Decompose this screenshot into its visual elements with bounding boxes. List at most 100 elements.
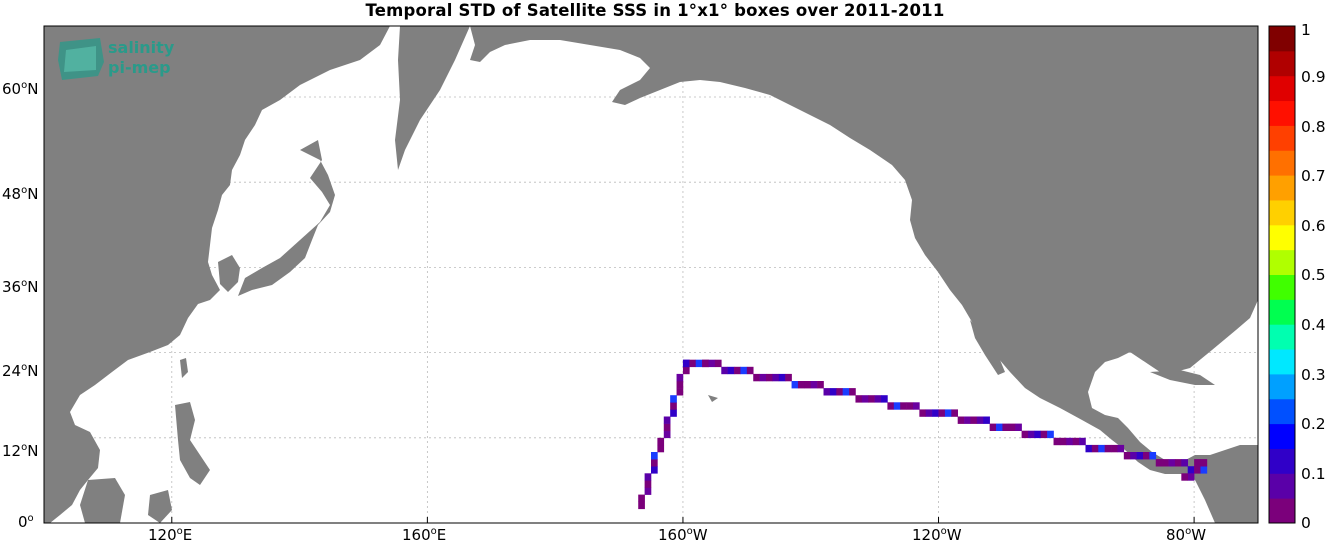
taiwan-land xyxy=(180,358,188,378)
track-box xyxy=(676,373,684,382)
track-box xyxy=(976,416,984,424)
track-box xyxy=(644,480,652,488)
track-box xyxy=(670,409,677,417)
track-box xyxy=(689,359,697,368)
celebes-land xyxy=(148,490,172,523)
track-box xyxy=(817,381,824,389)
north-america-land xyxy=(470,26,1258,523)
map-frame xyxy=(43,25,1259,524)
track-box xyxy=(714,359,722,368)
track-box xyxy=(829,388,837,396)
colorbar-segment xyxy=(1269,299,1295,325)
track-box xyxy=(1130,452,1137,460)
track-box xyxy=(868,395,875,403)
track-box xyxy=(644,473,652,481)
colorbar-segment xyxy=(1269,199,1295,226)
track-box xyxy=(734,366,741,375)
track-box xyxy=(964,416,971,424)
lon-label-4: 80oW xyxy=(1166,526,1206,544)
track-box xyxy=(944,409,952,417)
hawaii-land xyxy=(708,395,718,402)
cb-label-8: 0.2 xyxy=(1301,415,1326,433)
track-box xyxy=(1200,459,1208,467)
track-box xyxy=(663,416,671,424)
track-box xyxy=(797,381,805,389)
track-box xyxy=(1168,459,1176,467)
track-box xyxy=(893,402,901,410)
lon-label-0: 120oE xyxy=(148,526,192,544)
track-box xyxy=(804,381,812,389)
baja-land xyxy=(970,320,1005,375)
track-box xyxy=(951,409,958,417)
colorbar-segment xyxy=(1269,423,1295,449)
lon-label-1: 160oE xyxy=(402,526,446,544)
track-box xyxy=(695,359,703,368)
track-box xyxy=(638,501,645,510)
track-box xyxy=(670,395,677,403)
track-box xyxy=(919,409,927,417)
track-box xyxy=(766,373,773,382)
colorbar-segment xyxy=(1269,224,1295,251)
track-box xyxy=(759,373,767,382)
track-box xyxy=(651,452,658,460)
lat-label-2: 36oN xyxy=(2,278,38,296)
track-box xyxy=(708,359,716,368)
logo-text-line1: salinity xyxy=(108,38,175,57)
track-box xyxy=(1066,437,1074,446)
colorbar-segment xyxy=(1269,498,1295,524)
track-box xyxy=(842,388,850,396)
colorbar-segment xyxy=(1269,324,1295,350)
track-box xyxy=(861,395,869,403)
track-box xyxy=(1136,452,1144,460)
track-box xyxy=(1104,444,1112,453)
cb-label-4: 0.6 xyxy=(1301,217,1326,235)
track-box xyxy=(881,395,888,403)
track-box xyxy=(1047,430,1054,439)
track-box xyxy=(1123,452,1131,460)
track-box xyxy=(727,366,735,375)
track-box xyxy=(663,430,671,439)
track-box xyxy=(810,381,818,389)
lon-label-2: 160oW xyxy=(658,526,708,544)
logo-text-line2: pi-mep xyxy=(108,58,171,77)
cb-label-5: 0.5 xyxy=(1301,266,1326,284)
cb-label-0: 1 xyxy=(1301,21,1311,39)
lat-label-4: 12oN xyxy=(2,442,38,460)
track-box xyxy=(1079,437,1086,446)
cb-label-7: 0.3 xyxy=(1301,366,1326,384)
track-box xyxy=(746,366,754,375)
track-box xyxy=(1142,452,1150,460)
track-box xyxy=(1091,444,1099,453)
satellite-track xyxy=(638,359,1208,510)
track-box xyxy=(721,366,728,375)
colorbar-segment xyxy=(1269,448,1295,474)
lat-label-3: 24oN xyxy=(2,362,38,380)
asia-land xyxy=(44,26,390,523)
track-box xyxy=(1027,430,1035,439)
cb-label-3: 0.7 xyxy=(1301,167,1326,185)
track-box xyxy=(925,409,933,417)
track-box xyxy=(1181,459,1189,467)
track-box xyxy=(1040,430,1048,439)
track-box xyxy=(983,416,990,424)
colorbar-segment xyxy=(1269,26,1295,52)
track-box xyxy=(1053,437,1061,446)
cb-label-2: 0.8 xyxy=(1301,118,1326,136)
colorbar-frame xyxy=(1268,25,1296,524)
land xyxy=(44,26,1258,523)
colorbar xyxy=(1269,26,1295,524)
track-box xyxy=(785,373,792,382)
track-box xyxy=(1111,444,1118,453)
track-box xyxy=(906,402,914,410)
colorbar-segment xyxy=(1269,75,1295,102)
track-box xyxy=(887,402,895,410)
lat-label-5: 0o xyxy=(18,513,34,531)
track-box xyxy=(1194,459,1201,467)
track-box xyxy=(702,359,709,368)
lat-label-0: 60oN xyxy=(2,80,38,98)
track-box xyxy=(682,366,690,375)
track-box xyxy=(1162,459,1169,467)
track-box xyxy=(855,395,863,403)
track-box xyxy=(1187,466,1195,474)
track-box xyxy=(638,494,645,502)
